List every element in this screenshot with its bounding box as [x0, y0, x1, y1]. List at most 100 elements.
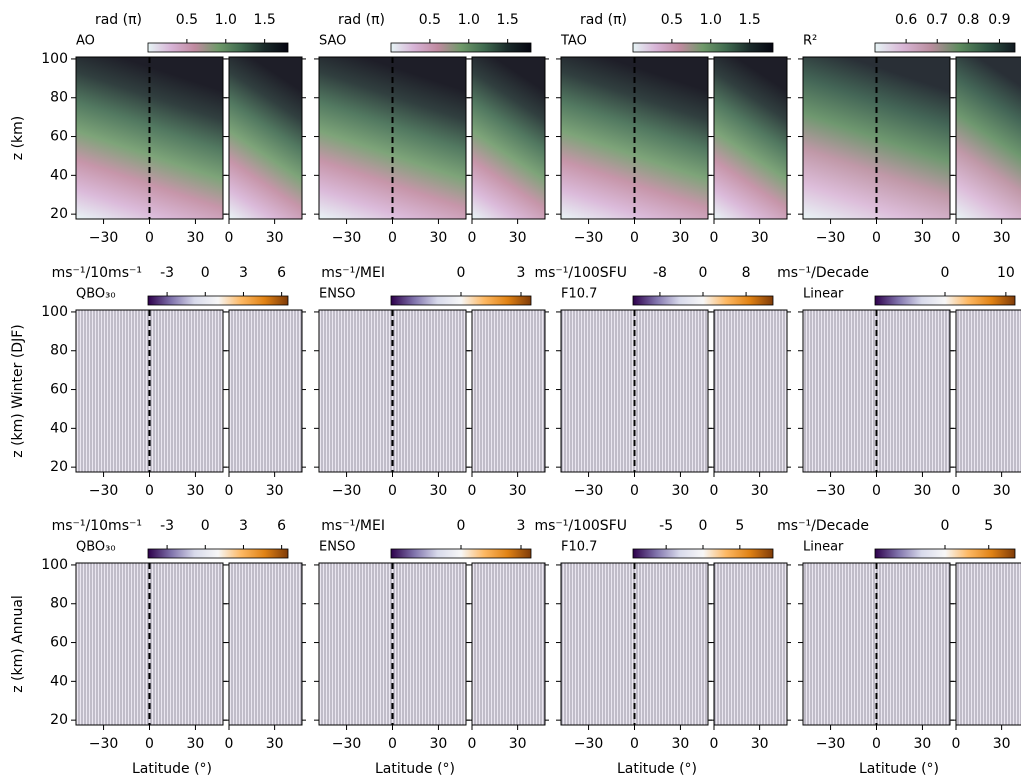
x-tick-label: −30	[332, 483, 362, 499]
y-tick-label: 20	[50, 712, 68, 728]
x-tick-label: 0	[872, 736, 881, 752]
colorbar-tick-label: 0	[201, 265, 210, 281]
panel-title: Linear	[803, 540, 844, 555]
significance-hatch	[714, 310, 787, 472]
x-tick-label: −30	[816, 230, 846, 246]
x-tick-label: −30	[89, 483, 119, 499]
panel-frame	[228, 562, 303, 726]
x-tick-label: 0	[388, 483, 397, 499]
colorbar-tick-label: 0	[699, 265, 708, 281]
y-tick-label: 100	[41, 557, 68, 573]
x-tick-label: 0	[872, 483, 881, 499]
x-tick-label: 30	[914, 230, 932, 246]
x-tick-label: 0	[872, 230, 881, 246]
x-tick-label: 30	[187, 736, 205, 752]
panel-frame	[713, 309, 788, 473]
colorbar-tick-label: 0.8	[957, 12, 979, 28]
colorbar-tick-label: 1.0	[458, 12, 480, 28]
x-tick-label: 0	[468, 483, 477, 499]
colorbar	[874, 295, 1016, 306]
x-tick-label: 30	[751, 736, 769, 752]
significance-hatch	[229, 310, 302, 472]
x-tick-label: 0	[225, 230, 234, 246]
colorbar-tick-label: 3	[517, 265, 526, 281]
x-tick-label: 30	[430, 483, 448, 499]
x-tick-label: 30	[509, 230, 527, 246]
colorbar-tick-label: 1.5	[739, 12, 761, 28]
x-tick-label: 30	[266, 483, 284, 499]
panel-title: SAO	[319, 34, 346, 49]
colorbar	[874, 42, 1016, 53]
y-axis-label: z (km) Annual	[10, 595, 26, 693]
x-tick-label: 30	[993, 483, 1011, 499]
colorbar-tick-label: 1.0	[215, 12, 237, 28]
x-tick-label: 30	[672, 230, 690, 246]
x-tick-label: 0	[710, 483, 719, 499]
colorbar-tick-label: 1.5	[497, 12, 519, 28]
colorbar	[632, 295, 774, 306]
significance-hatch	[714, 563, 787, 725]
panel-title: ENSO	[319, 540, 355, 555]
field	[956, 57, 1021, 219]
y-tick-label: 60	[50, 635, 68, 651]
x-tick-label: −30	[89, 736, 119, 752]
panel-frame	[228, 56, 303, 220]
panel-title: TAO	[560, 34, 587, 49]
significance-hatch	[956, 563, 1021, 725]
panel-title: QBO₃₀	[76, 287, 116, 302]
significance-hatch	[472, 310, 545, 472]
y-tick-label: 80	[50, 343, 68, 359]
y-tick-label: 60	[50, 129, 68, 145]
x-tick-label: 0	[225, 736, 234, 752]
colorbar-tick-label: 0.6	[895, 12, 917, 28]
colorbar-tick-label: -3	[160, 518, 174, 534]
x-tick-label: 30	[993, 230, 1011, 246]
colorbar-tick-label: 6	[277, 518, 286, 534]
colorbar-tick-label: 0	[201, 518, 210, 534]
x-tick-label: 30	[187, 230, 205, 246]
colorbar-tick-label: 0	[457, 518, 466, 534]
x-tick-label: 0	[388, 230, 397, 246]
colorbar-label: ms⁻¹/10ms⁻¹	[52, 518, 142, 534]
y-tick-label: 80	[50, 90, 68, 106]
colorbar-tick-label: 5	[735, 518, 744, 534]
y-tick-label: 40	[50, 167, 68, 183]
x-tick-label: −30	[332, 736, 362, 752]
panel-title: AO	[76, 34, 95, 49]
x-tick-label: 0	[952, 230, 961, 246]
x-tick-label: 30	[509, 736, 527, 752]
colorbar	[632, 42, 774, 53]
colorbar-tick-label: 0.5	[176, 12, 198, 28]
x-tick-label: 30	[993, 736, 1011, 752]
colorbar-tick-label: 0	[941, 265, 950, 281]
colorbar-label: ms⁻¹/Decade	[777, 265, 869, 281]
colorbar-tick-label: 5	[984, 518, 993, 534]
colorbar-tick-label: 10	[997, 265, 1015, 281]
x-tick-label: −30	[816, 736, 846, 752]
x-tick-label: 0	[225, 483, 234, 499]
panel-frame	[228, 309, 303, 473]
panel-title: R²	[803, 34, 817, 49]
panel-frame	[471, 562, 546, 726]
colorbar-label: ms⁻¹/Decade	[777, 518, 869, 534]
x-tick-label: 30	[509, 483, 527, 499]
panel-frame	[471, 309, 546, 473]
colorbar-tick-label: 1.0	[700, 12, 722, 28]
y-tick-label: 100	[41, 51, 68, 67]
colorbar-tick-label: 0	[941, 518, 950, 534]
panel-frame	[713, 562, 788, 726]
x-axis-label: Latitude (°)	[859, 761, 939, 777]
field	[229, 57, 302, 219]
x-tick-label: 0	[630, 736, 639, 752]
y-tick-label: 20	[50, 459, 68, 475]
colorbar-tick-label: -3	[160, 265, 174, 281]
significance-hatch	[472, 563, 545, 725]
colorbar-label: ms⁻¹/100SFU	[534, 265, 627, 281]
colorbar-label: ms⁻¹/100SFU	[534, 518, 627, 534]
y-tick-label: 40	[50, 420, 68, 436]
x-tick-label: 0	[710, 736, 719, 752]
colorbar	[147, 42, 289, 53]
y-tick-label: 80	[50, 596, 68, 612]
colorbar	[874, 548, 1016, 559]
colorbar	[390, 42, 532, 53]
